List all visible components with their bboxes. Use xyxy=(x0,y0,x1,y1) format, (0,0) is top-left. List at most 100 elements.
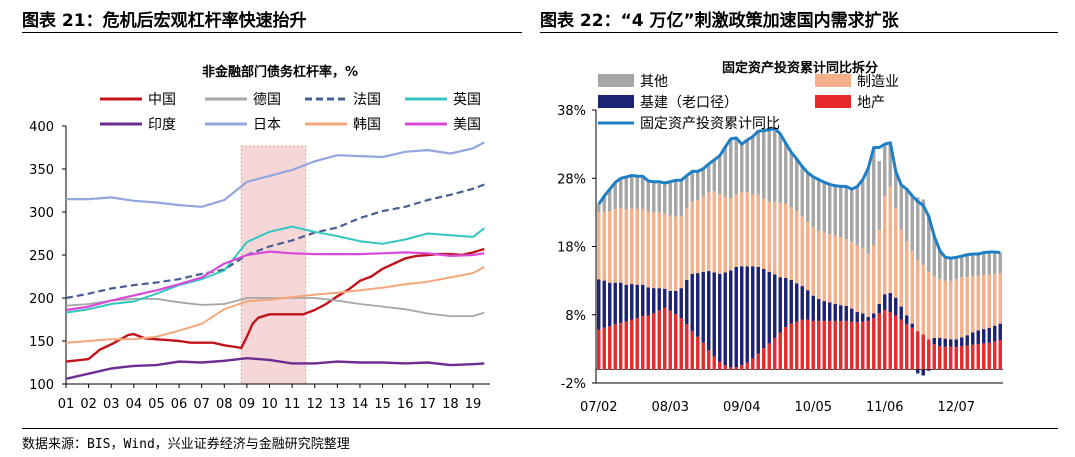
bar-segment xyxy=(652,313,656,370)
series-line xyxy=(65,357,485,380)
bar-segment xyxy=(938,250,942,280)
bar-segment xyxy=(811,295,815,321)
bar-segment xyxy=(674,180,678,217)
y-tick-label: -2% xyxy=(561,377,586,392)
x-tick-label: 11 xyxy=(284,397,301,412)
bar-segment xyxy=(899,319,903,370)
x-tick-label: 09/04 xyxy=(723,400,760,415)
x-tick-label: 18 xyxy=(442,397,459,412)
bar-segment xyxy=(624,176,628,210)
bar-segment xyxy=(707,350,711,370)
bar-segment xyxy=(888,186,892,293)
bar-segment xyxy=(822,320,826,370)
bar-segment xyxy=(613,282,617,325)
bar-segment xyxy=(932,337,936,345)
x-tick-label: 03 xyxy=(103,397,120,412)
bar-segment xyxy=(921,369,925,376)
bar-segment xyxy=(905,315,909,325)
bar-segment xyxy=(729,270,733,368)
x-tick-label: 06 xyxy=(171,397,188,412)
bar-segment xyxy=(883,196,887,295)
charts-canvas: 非金融部门债务杠杆率，% 100 150 200 250 300 350 400 01 02 03 0… xyxy=(29,60,1003,415)
bar-segment xyxy=(619,282,623,323)
bar-segment xyxy=(844,238,848,306)
bar-segment xyxy=(608,282,612,327)
bar-segment xyxy=(602,195,606,212)
bar-segment xyxy=(712,272,716,357)
legend-label: 中国 xyxy=(148,92,176,108)
bar-segment xyxy=(613,324,617,370)
bar-segment xyxy=(811,176,815,228)
source-note: 数据来源：BIS，Wind，兴业证券经济与金融研究院整理 xyxy=(22,437,350,452)
legend-label: 基建（老口径） xyxy=(640,94,738,111)
bar-segment xyxy=(971,275,975,333)
bar-segment xyxy=(943,338,947,347)
footer-rule xyxy=(22,428,1058,429)
bar-segment xyxy=(652,212,656,289)
bar-segment xyxy=(767,201,771,272)
bar-segment xyxy=(800,215,804,287)
bar-segment xyxy=(932,275,936,338)
bar-segment xyxy=(784,327,788,370)
x-tick-label: 11/06 xyxy=(866,400,903,415)
bar-segment xyxy=(630,208,634,285)
bar-segment xyxy=(635,284,639,319)
bar-segment xyxy=(789,279,793,324)
bar-segment xyxy=(657,181,661,213)
bar-segment xyxy=(828,302,832,321)
bar-segment xyxy=(729,138,733,199)
bar-segment xyxy=(910,323,914,328)
bar-segment xyxy=(767,343,771,370)
bar-segment xyxy=(646,287,650,316)
bar-segment xyxy=(756,353,760,370)
bar-segment xyxy=(883,294,887,310)
bar-segment xyxy=(756,194,760,267)
bar-segment xyxy=(806,319,810,370)
bar-segment xyxy=(597,329,601,370)
bar-segment xyxy=(877,313,881,370)
bar-segment xyxy=(976,254,980,276)
bar-segment xyxy=(800,286,804,320)
bar-segment xyxy=(646,211,650,288)
bar-segment xyxy=(718,193,722,274)
bar-segment xyxy=(778,332,782,370)
bar-segment xyxy=(872,313,876,319)
bar-segment xyxy=(850,308,854,322)
bar-segment xyxy=(921,334,925,370)
bar-segment xyxy=(811,320,815,370)
bar-segment xyxy=(789,152,793,207)
bar-segment xyxy=(674,290,678,315)
y-tick-label: 200 xyxy=(29,292,54,307)
bar-segment xyxy=(712,191,716,273)
series-line xyxy=(65,250,485,312)
bar-segment xyxy=(679,318,683,370)
legend-swatch xyxy=(598,95,634,108)
bar-segment xyxy=(839,305,843,321)
legend-label: 韩国 xyxy=(353,117,381,133)
bar-segment xyxy=(938,346,942,370)
bar-segment xyxy=(822,232,826,302)
bar-segment xyxy=(734,194,738,267)
bar-segment xyxy=(965,345,969,370)
bar-segment xyxy=(839,237,843,306)
bar-segment xyxy=(993,273,997,326)
bar-segment xyxy=(976,344,980,370)
bar-segment xyxy=(773,274,777,338)
bar-segment xyxy=(938,279,942,338)
bar-segment xyxy=(762,130,766,199)
bar-segment xyxy=(685,208,689,280)
x-tick-label: 12/07 xyxy=(938,400,975,415)
bar-segment xyxy=(855,312,859,323)
bar-segment xyxy=(839,320,843,370)
y-tick-label: 18% xyxy=(557,241,586,256)
bar-segment xyxy=(773,337,777,370)
bar-segment xyxy=(976,275,980,331)
bar-segment xyxy=(806,221,810,291)
y-tick-label: 300 xyxy=(29,206,54,221)
bar-segment xyxy=(646,315,650,370)
left-title-rule xyxy=(22,32,522,33)
bar-segment xyxy=(734,137,738,195)
bar-segment xyxy=(872,245,876,314)
legend-label: 其他 xyxy=(640,74,668,90)
bar-segment xyxy=(679,288,683,319)
